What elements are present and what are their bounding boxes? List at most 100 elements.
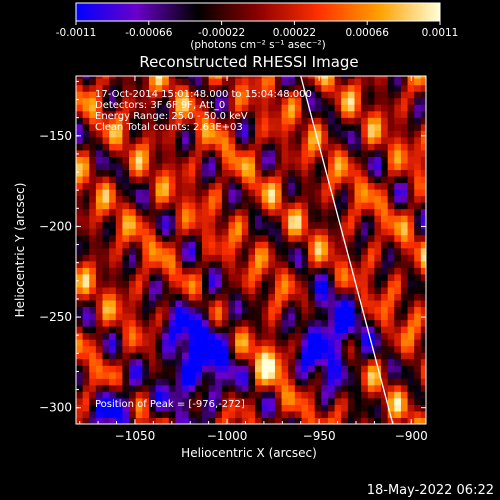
heatmap-cell (76, 202, 84, 210)
heatmap-cell (102, 221, 110, 229)
heatmap-cell (301, 267, 309, 275)
heatmap-cell (354, 84, 362, 92)
heatmap-cell (334, 352, 342, 360)
heatmap-cell (228, 417, 236, 424)
heatmap-cell (175, 156, 183, 164)
annotation-line: Energy Range: 25.0 - 50.0 keV (95, 111, 248, 122)
heatmap-cell (122, 391, 130, 399)
heatmap-cell (361, 163, 369, 171)
heatmap-cell (155, 215, 163, 223)
heatmap-cell (82, 176, 90, 184)
heatmap-cell (182, 84, 190, 92)
heatmap-cell (109, 91, 117, 99)
heatmap-cell (76, 110, 84, 118)
heatmap-cell (241, 156, 249, 164)
heatmap-cell (288, 267, 296, 275)
heatmap-cell (122, 228, 130, 236)
heatmap-cell (215, 410, 223, 418)
heatmap-cell (228, 123, 236, 131)
heatmap-cell (89, 97, 97, 105)
heatmap-cell (281, 228, 289, 236)
heatmap-cell (321, 104, 329, 112)
heatmap-cell (142, 391, 150, 399)
heatmap-cell (361, 76, 369, 79)
heatmap-cell (314, 417, 322, 424)
heatmap-cell (301, 104, 309, 112)
heatmap-cell (347, 293, 356, 301)
heatmap-cell (374, 273, 382, 281)
heatmap-cell (400, 182, 409, 190)
heatmap-cell (182, 136, 190, 144)
heatmap-cell (268, 286, 276, 294)
heatmap-cell (274, 273, 283, 281)
heatmap-cell (202, 163, 210, 171)
heatmap-cell (228, 332, 236, 340)
heatmap-cell (374, 306, 382, 314)
colorbar-ticks: -0.0011 -0.00066 -0.00022 0.00022 0.00066 0.0… (56, 21, 458, 39)
heatmap-cell (261, 352, 269, 360)
heatmap-cell (255, 306, 263, 314)
heatmap-cell (414, 76, 422, 79)
heatmap-cell (341, 358, 349, 366)
heatmap-cell (142, 371, 150, 379)
heatmap-cell (76, 182, 84, 190)
heatmap-cell (82, 345, 90, 353)
heatmap-cell (168, 286, 176, 294)
heatmap-cell (374, 156, 382, 164)
heatmap-cell (414, 404, 422, 412)
heatmap-cell (142, 215, 150, 223)
heatmap-cell (135, 189, 143, 197)
heatmap-cell (82, 391, 90, 399)
heatmap-cell (288, 117, 296, 125)
heatmap-cell (115, 378, 123, 386)
heatmap-cell (281, 267, 289, 275)
heatmap-cell (89, 313, 97, 321)
heatmap-cell (367, 319, 375, 327)
heatmap-cell (394, 228, 402, 236)
heatmap-cell (82, 97, 90, 105)
heatmap-cell (195, 371, 203, 379)
heatmap-cell (308, 163, 316, 171)
heatmap-cell (334, 149, 342, 157)
heatmap-cell (195, 234, 203, 242)
heatmap-cell (400, 130, 409, 138)
heatmap-cell (394, 358, 402, 366)
heatmap-cell (281, 326, 289, 334)
heatmap-cell (208, 123, 216, 131)
heatmap-cell (288, 143, 296, 151)
heatmap-cell (115, 97, 123, 105)
heatmap-cell (347, 391, 356, 399)
heatmap-cell (407, 319, 415, 327)
heatmap-cell (407, 97, 415, 105)
heatmap-cell (182, 371, 190, 379)
heatmap-cell (407, 195, 415, 203)
heatmap-cell (387, 156, 395, 164)
heatmap-cell (228, 384, 236, 392)
heatmap-cell (374, 286, 382, 294)
heatmap-cell (268, 97, 276, 105)
heatmap-cell (135, 273, 143, 281)
heatmap-cell (235, 319, 243, 327)
heatmap-cell (420, 384, 426, 392)
heatmap-cell (155, 247, 163, 255)
heatmap-cell (248, 339, 256, 347)
heatmap-cell (288, 110, 296, 118)
heatmap-cell (414, 195, 422, 203)
heatmap-cell (95, 326, 104, 334)
heatmap-cell (241, 91, 249, 99)
heatmap-cell (354, 215, 362, 223)
heatmap-cell (301, 130, 309, 138)
heatmap-cell (208, 280, 216, 288)
heatmap-cell (228, 410, 236, 418)
heatmap-cell (148, 241, 157, 249)
heatmap-cell (321, 215, 329, 223)
heatmap-cell (162, 339, 170, 347)
heatmap-cell (208, 358, 216, 366)
heatmap-cell (208, 339, 216, 347)
heatmap-cell (407, 104, 415, 112)
heatmap-cell (314, 352, 322, 360)
heatmap-cell (328, 332, 336, 340)
heatmap-cell (281, 97, 289, 105)
heatmap-cell (341, 397, 349, 405)
heatmap-cell (175, 260, 183, 268)
